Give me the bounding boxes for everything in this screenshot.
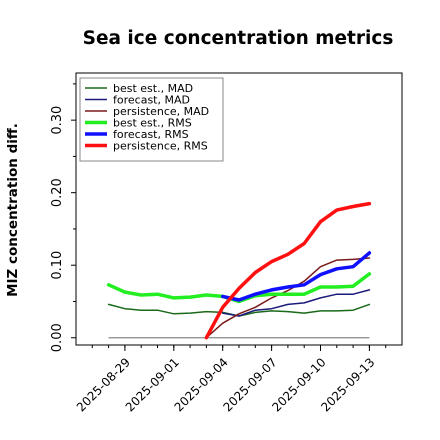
- legend-label: best est., RMS: [113, 117, 192, 130]
- series-line-5: [220, 251, 372, 302]
- legend-label: best est., MAD: [113, 82, 193, 95]
- legend-label: persistence, RMS: [113, 140, 208, 153]
- series-group: [106, 201, 372, 340]
- series-line-3: [205, 257, 371, 339]
- legend-label: forecast, MAD: [113, 94, 190, 107]
- y-tick-label: 0.20: [50, 178, 65, 207]
- x-axis: 2025-08-292025-09-012025-09-042025-09-07…: [74, 345, 387, 414]
- y-tick-label: 0.10: [50, 251, 65, 280]
- legend-label: forecast, RMS: [113, 128, 189, 141]
- y-tick-label: 0.30: [50, 106, 65, 135]
- y-axis: 0.00 0.10 0.20 0.30: [50, 83, 76, 352]
- legend-label: persistence, MAD: [113, 105, 209, 118]
- y-axis-label: MIZ concentration diff.: [5, 123, 21, 297]
- series-line-6: [204, 201, 372, 340]
- chart-title: Sea ice concentration metrics: [83, 28, 394, 49]
- series-line-2: [221, 289, 371, 317]
- y-tick-label: 0.00: [50, 323, 65, 352]
